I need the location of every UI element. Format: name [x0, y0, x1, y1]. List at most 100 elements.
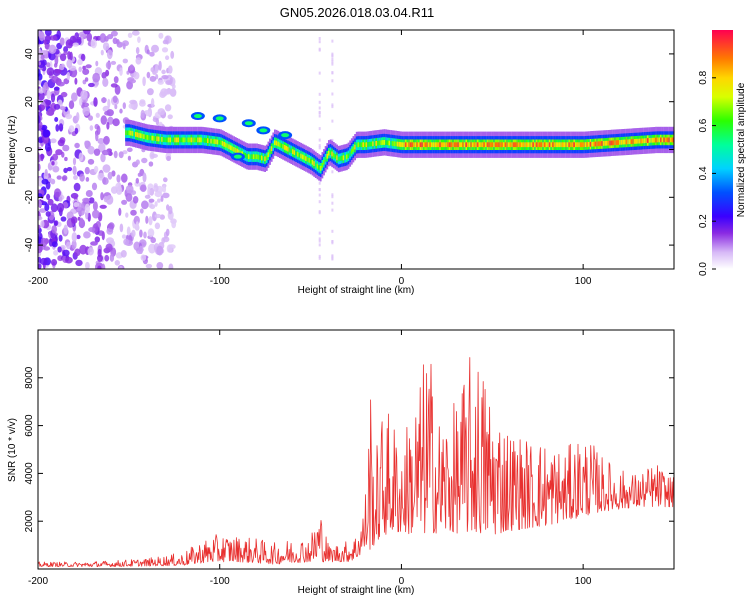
heatmap-cell: [195, 137, 198, 143]
colorbar-tick-label: 0.2: [698, 214, 709, 228]
heatmap-cell: [46, 67, 55, 76]
heatmap-cell: [525, 142, 528, 148]
heatmap-cell: [83, 231, 91, 239]
heatmap-cell: [416, 142, 419, 148]
heatmap-cell: [84, 166, 90, 175]
heatmap-cell: [617, 140, 620, 145]
heatmap-cell: [146, 135, 149, 140]
heatmap-cell: [126, 130, 129, 136]
heatmap-cell: [234, 147, 237, 153]
heatmap-cell: [527, 142, 530, 148]
heatmap-cell: [40, 220, 45, 228]
heatmap-cell: [118, 151, 124, 159]
colorbar-tick-label: 0.6: [698, 118, 709, 132]
heatmap-cell: [38, 200, 42, 208]
heatmap-cell: [161, 75, 169, 80]
heatmap-cell: [419, 142, 422, 148]
heatmap-cell: [100, 192, 104, 201]
heatmap-cell: [628, 139, 631, 145]
heatmap-cell: [210, 138, 213, 144]
colorbar-ticks: 0.0 0.2 0.4 0.6 0.8: [698, 70, 716, 276]
heatmap-cell: [267, 152, 270, 158]
heatmap-cell: [165, 55, 170, 60]
heatmap-cell: [148, 135, 150, 141]
heatmap-cell: [264, 156, 266, 162]
heatmap-cell: [66, 167, 73, 172]
heatmap-cell: [148, 198, 155, 203]
heatmap-cell: [140, 184, 147, 192]
heatmap-cell: [42, 59, 47, 66]
heatmap-cell: [84, 140, 89, 147]
heatmap-cell: [187, 137, 190, 143]
heatmap-cell: [82, 68, 90, 75]
heatmap-cell: [97, 138, 105, 145]
heatmap-cell: [137, 172, 142, 177]
heatmap-cell: [589, 141, 592, 147]
heatmap-cell: [396, 141, 399, 147]
heatmap-cell: [92, 72, 101, 83]
heatmap-cell: [280, 143, 283, 149]
heatmap-cell: [296, 151, 299, 157]
heatmap-cell: [162, 137, 165, 142]
heatmap-cell: [119, 67, 123, 76]
heatmap-cell: [539, 142, 541, 148]
heatmap-cell: [82, 197, 91, 203]
heatmap-cell: [161, 137, 163, 142]
heatmap-cell: [336, 155, 338, 161]
heatmap-cell: [254, 154, 257, 160]
heatmap-cell: [597, 141, 600, 147]
heatmap-cell: [63, 224, 68, 235]
heatmap-cell: [100, 115, 108, 125]
heatmap-cell: [53, 103, 61, 110]
heatmap-cell: [102, 177, 109, 185]
heatmap-cell: [150, 98, 155, 108]
heatmap-cell: [557, 142, 559, 148]
heatmap-cell: [68, 125, 75, 133]
heatmap-cell: [103, 135, 110, 145]
colorbar-label: Normalized spectral amplitude: [736, 82, 747, 217]
heatmap-cell: [509, 142, 512, 148]
heatmap-cell: [141, 157, 148, 164]
heatmap-cell: [331, 208, 334, 212]
heatmap-cell: [313, 161, 316, 166]
heatmap-cell: [129, 79, 136, 84]
colorbar: 0.0 0.2 0.4 0.6 0.8 Normalized spectral ampl…: [698, 30, 747, 276]
heatmap-cell: [38, 106, 42, 111]
heatmap-cell: [287, 146, 289, 152]
heatmap-cell: [236, 148, 239, 154]
heatmap-cell: [599, 141, 602, 147]
heatmap-cell: [76, 112, 80, 122]
heatmap-cell: [331, 170, 334, 174]
heatmap-cell: [151, 44, 159, 53]
heatmap-cell: [65, 256, 73, 264]
heatmap-cell: [142, 172, 147, 183]
heatmap-cell: [167, 137, 170, 143]
heatmap-cell: [318, 165, 320, 170]
heatmap-cell: [82, 106, 90, 116]
heatmap-cell: [112, 118, 120, 127]
heatmap-cell: [550, 142, 553, 148]
heatmap-cell: [622, 139, 625, 145]
heatmap-cell: [131, 229, 136, 238]
heatmap-cell: [404, 142, 407, 148]
heatmap-cell: [85, 261, 90, 269]
heatmap-cell: [331, 240, 334, 244]
heatmap-cell: [591, 141, 594, 147]
heatmap-cell: [671, 137, 674, 143]
heatmap-cell: [637, 138, 639, 144]
colorbar-tick-label: 0.0: [698, 262, 709, 276]
heatmap-cell: [347, 153, 350, 159]
heatmap-cell: [648, 138, 651, 143]
heatmap-cell: [54, 117, 59, 122]
heatmap-cell: [76, 36, 82, 43]
heatmap-cell: [640, 138, 643, 144]
heatmap-cell: [645, 138, 648, 143]
heatmap-cell: [149, 51, 155, 57]
heatmap-cell: [429, 142, 432, 148]
heatmap-cell: [164, 104, 172, 112]
heatmap-cell: [89, 125, 94, 131]
heatmap-cell: [78, 66, 82, 73]
heatmap-cell: [272, 143, 275, 149]
heatmap-cell: [225, 142, 227, 148]
heatmap-cell: [74, 248, 81, 257]
